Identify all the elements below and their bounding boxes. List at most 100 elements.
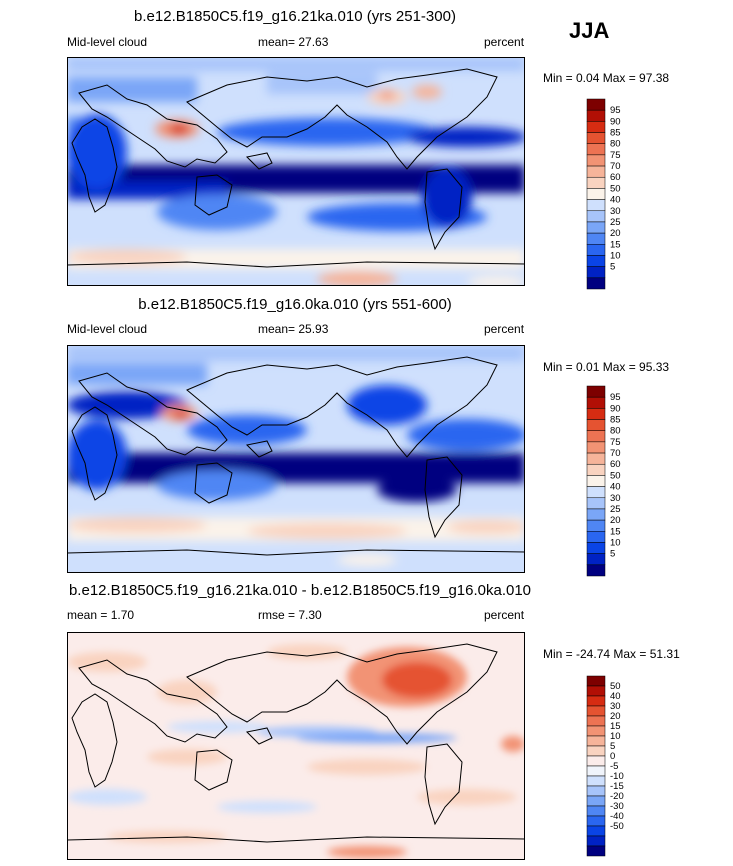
colorbar-tick-label: 5 [610, 741, 615, 752]
colorbar-tick-label: 75 [610, 437, 621, 448]
colorbar-swatch [586, 441, 606, 454]
colorbar-swatch [586, 785, 606, 797]
colorbar-tick-label: 50 [610, 183, 621, 194]
panel3-units-label: percent [484, 608, 525, 622]
panel2-mean-label: mean= 25.93 [258, 322, 329, 336]
colorbar-swatch [586, 176, 606, 189]
colorbar-swatch [586, 408, 606, 420]
colorbar-swatch [586, 165, 606, 178]
colorbar-swatch [586, 815, 606, 827]
colorbar-swatch [586, 705, 606, 717]
colorbar-swatch [586, 255, 606, 267]
colorbar-tick-label: 75 [610, 150, 621, 161]
colorbar-swatch [586, 755, 606, 767]
colorbar-tick-label: 80 [610, 139, 621, 150]
panel1-map [67, 57, 525, 286]
colorbar-swatch [586, 553, 606, 566]
colorbar-tick-label: 5 [610, 262, 615, 273]
colorbar-tick-label: 60 [610, 172, 621, 183]
colorbar-tick-label: 50 [610, 470, 621, 481]
panel2-minmax-label: Min = 0.01 Max = 95.33 [543, 360, 670, 374]
colorbar-swatch [586, 735, 606, 747]
colorbar-swatch [586, 396, 606, 409]
colorbar-swatch [586, 188, 606, 200]
colorbar-swatch [586, 143, 606, 156]
colorbar-tick-label: 15 [610, 721, 621, 732]
panel1-title: b.e12.B1850C5.f19_g16.21ka.010 (yrs 251-… [134, 8, 456, 25]
colorbar-swatch [586, 725, 606, 737]
colorbar-swatch [586, 715, 606, 727]
colorbar-tick-label: 20 [610, 228, 621, 239]
colorbar-swatch [586, 132, 606, 144]
colorbar-tick-label: 40 [610, 195, 621, 206]
season-label: JJA [569, 18, 610, 43]
colorbar-swatch [586, 805, 606, 817]
colorbar-tick-label: 10 [610, 250, 621, 261]
colorbar-swatch [586, 765, 606, 777]
colorbar-swatch [586, 199, 606, 212]
colorbar-swatch [586, 121, 606, 133]
colorbar-tick-label: 25 [610, 217, 621, 228]
colorbar-tick-label: 30 [610, 206, 621, 217]
colorbar-tick-label: 90 [610, 403, 621, 414]
colorbar-swatch [586, 845, 606, 857]
colorbar-swatch [586, 210, 606, 223]
panel3-rmse-label: rmse = 7.30 [258, 608, 322, 622]
panel3-coastlines [67, 643, 525, 843]
colorbar-swatch [586, 277, 606, 290]
panel1-variable-label: Mid-level cloud [67, 35, 148, 49]
colorbar-tick-label: 15 [610, 239, 621, 250]
colorbar-swatch [586, 835, 606, 847]
colorbar-tick-label: -5 [610, 761, 618, 772]
panel2-cloud-field [67, 345, 525, 566]
colorbar-swatch [586, 419, 606, 431]
colorbar-swatch [586, 685, 606, 697]
panel3-mean-label: mean = 1.70 [67, 608, 135, 622]
colorbar-tick-label: 40 [610, 691, 621, 702]
colorbar-tick-label: -10 [610, 771, 624, 782]
colorbar-swatch [586, 795, 606, 807]
colorbar-tick-label: 50 [610, 681, 621, 692]
colorbar-tick-label: 20 [610, 711, 621, 722]
colorbar-swatch [586, 232, 606, 245]
colorbar-tick-label: 70 [610, 161, 621, 172]
colorbar-swatch [586, 463, 606, 476]
colorbar-tick-label: -20 [610, 791, 624, 802]
colorbar-tick-label: -40 [610, 811, 624, 822]
colorbar-swatch [586, 154, 606, 167]
colorbar-swatch [586, 775, 606, 787]
colorbar-swatch [586, 266, 606, 279]
colorbar-swatch [586, 244, 606, 256]
colorbar-swatch [586, 452, 606, 465]
colorbar-tick-label: 60 [610, 459, 621, 470]
colorbar-swatch [586, 109, 606, 122]
panel1-cloud-field [67, 57, 525, 286]
colorbar-tick-label: 95 [610, 392, 621, 403]
colorbar-tick-label: 10 [610, 537, 621, 548]
panel2-variable-label: Mid-level cloud [67, 322, 148, 336]
colorbar-tick-label: 95 [610, 105, 621, 116]
colorbar-tick-label: 85 [610, 128, 621, 139]
colorbar-tick-label: 15 [610, 526, 621, 537]
panel3-map [67, 632, 525, 860]
panel3-difference-field [67, 644, 525, 858]
colorbar-swatch [586, 745, 606, 757]
colorbar-tick-label: 25 [610, 504, 621, 515]
panel2-units-label: percent [484, 322, 525, 336]
colorbar-swatch [586, 675, 606, 687]
colorbar-tick-label: -30 [610, 801, 624, 812]
panel1-coastlines [67, 68, 525, 268]
panel1-units-label: percent [484, 35, 525, 49]
panel3-minmax-label: Min = -24.74 Max = 51.31 [543, 647, 680, 661]
colorbar-swatch [586, 564, 606, 577]
colorbar-swatch [586, 519, 606, 532]
panel2-map [67, 345, 525, 573]
colorbar-tick-label: 5 [610, 549, 615, 560]
colorbar-swatch [586, 508, 606, 521]
colorbar-tick-label: 20 [610, 515, 621, 526]
colorbar-tick-label: 10 [610, 731, 621, 742]
colorbar-tick-label: -15 [610, 781, 624, 792]
